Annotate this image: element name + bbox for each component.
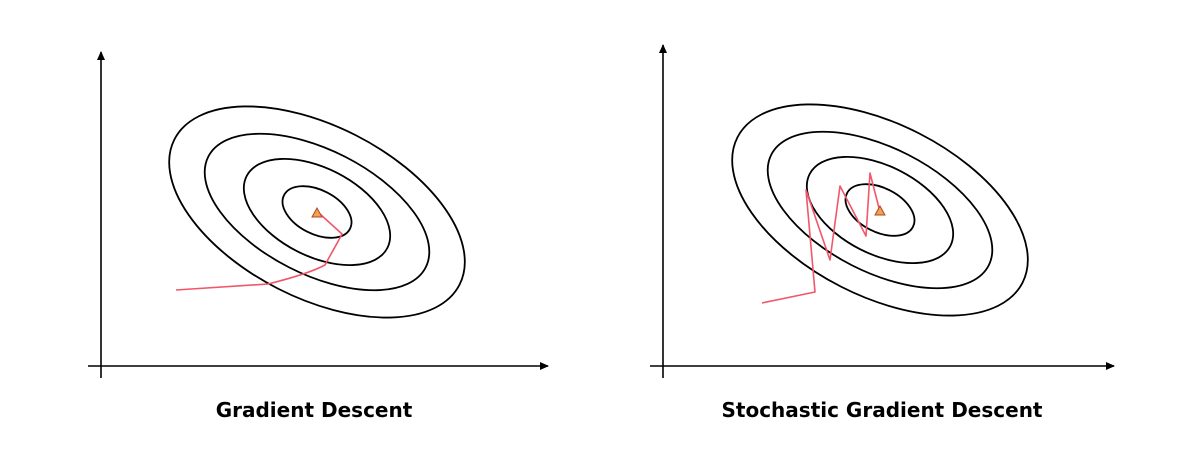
contour-ring-2 [242, 157, 392, 267]
contour-ring-outer [731, 103, 1029, 317]
contour-ring-3 [203, 132, 431, 292]
contour-lines [168, 105, 466, 319]
panel-stochastic-gradient-descent [650, 44, 1115, 378]
panel-gradient-descent [88, 51, 549, 378]
contour-ring-3 [766, 130, 994, 290]
caption-gradient-descent: Gradient Descent [215, 398, 413, 422]
minimum-triangle-icon [874, 204, 886, 216]
contour-ring-outer [168, 105, 466, 319]
caption-stochastic-gradient-descent: Stochastic Gradient Descent [721, 398, 1043, 422]
contour-ring-inner [844, 183, 916, 237]
minimum-triangle-icon [311, 206, 323, 218]
descent-path [175, 213, 343, 291]
contour-lines [731, 103, 1029, 317]
contour-ring-2 [805, 155, 955, 265]
descent-path [761, 172, 881, 304]
contour-ring-inner [281, 185, 353, 239]
